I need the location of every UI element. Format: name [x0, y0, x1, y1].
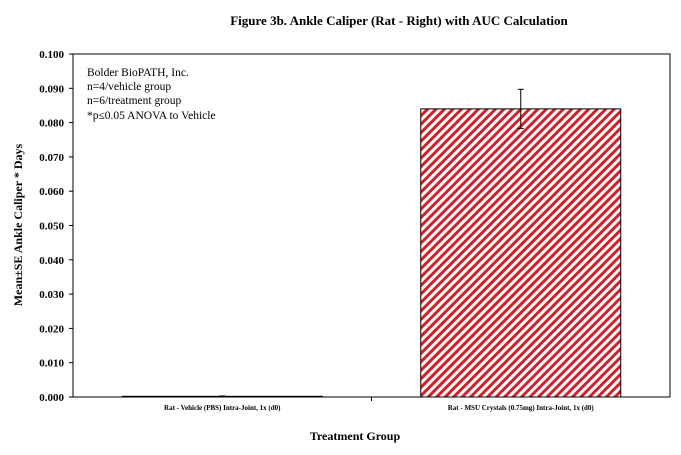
y-tick-label: 0.080 [39, 118, 64, 130]
y-tick-label: 0.020 [39, 323, 64, 335]
y-tick-label: 0.030 [39, 289, 64, 301]
annotation-line: n=6/treatment group [87, 95, 182, 107]
annotation-line: *p≤0.05 ANOVA to Vehicle [87, 110, 216, 122]
y-tick-label: 0.090 [39, 83, 64, 95]
y-tick-label: 0.040 [39, 255, 64, 267]
y-tick-label: 0.000 [39, 392, 64, 404]
y-tick-label: 0.050 [39, 221, 64, 233]
y-tick-label: 0.070 [39, 152, 64, 164]
annotation-box: Bolder BioPATH, Inc. n=4/vehicle group n… [87, 67, 216, 122]
y-tick-label: 0.060 [39, 186, 64, 198]
y-tick-label: 0.010 [39, 358, 64, 370]
y-axis-title: Mean±SE Ankle Caliper * Days [11, 143, 25, 306]
plot-area: 0.000 0.010 0.020 0.030 0.040 0.050 0.060 0.070… [39, 49, 671, 412]
y-tick-label: 0.100 [39, 49, 64, 61]
chart-title: Figure 3b. Ankle Caliper (Rat - Right) w… [230, 13, 568, 28]
x-axis-title: Treatment Group [310, 429, 401, 443]
annotation-line: Bolder BioPATH, Inc. [87, 67, 189, 79]
annotation-line: n=4/vehicle group [87, 81, 171, 93]
bar [420, 108, 622, 398]
x-tick-label: Rat - Vehicle (PBS) Intra-Joint, 1x (d0) [164, 404, 281, 412]
x-tick-label: Rat - MSU Crystals (0.75mg) Intra-Joint,… [448, 404, 595, 412]
